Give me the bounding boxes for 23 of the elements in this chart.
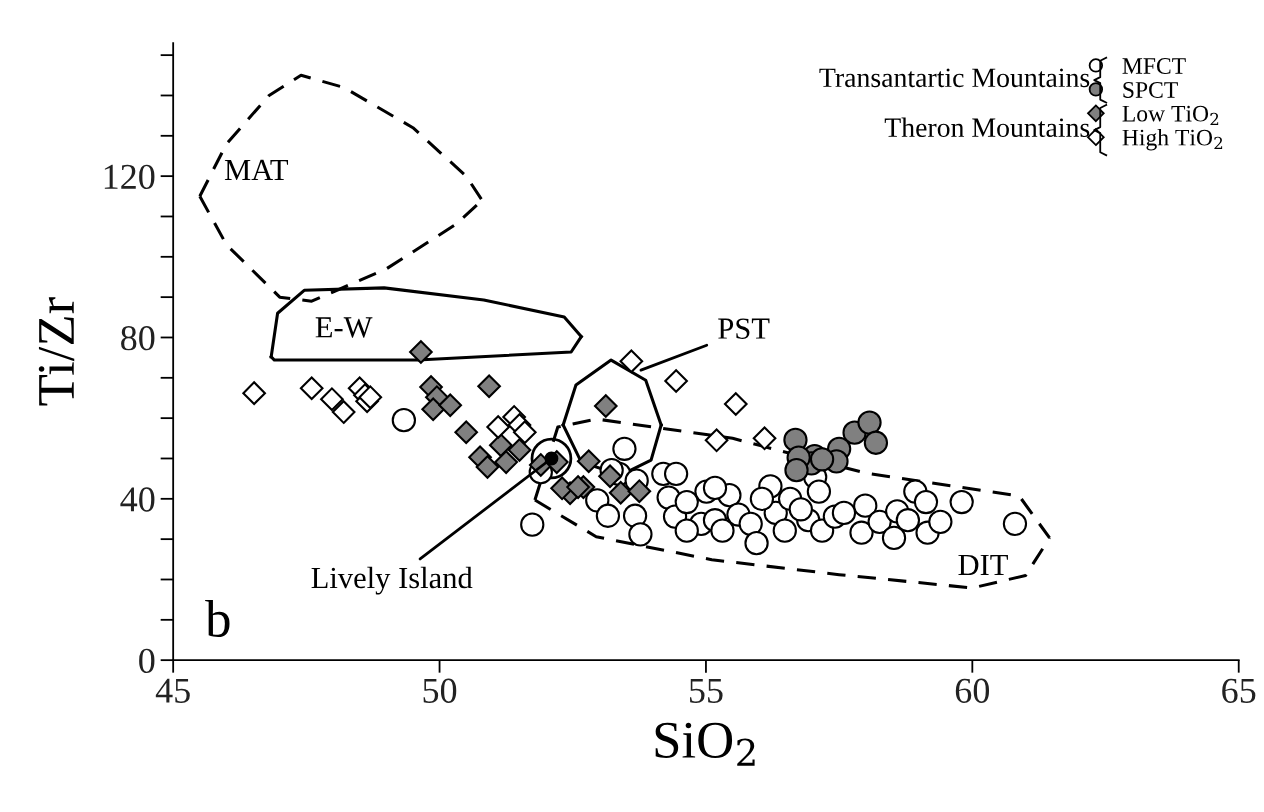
annotation: E-W xyxy=(315,317,373,338)
annotation: PST xyxy=(718,318,770,339)
annotation: DIT xyxy=(958,554,1008,575)
x-tick-label: 60 xyxy=(955,678,990,703)
y-tick-label: 40 xyxy=(120,487,155,512)
annotation: b xyxy=(205,599,230,638)
annotation: Theron Mountains xyxy=(884,117,1090,138)
annotation: Transantartic Mountains xyxy=(819,68,1090,88)
x-axis-title: SiO$_{2}$ xyxy=(655,722,755,766)
x-tick-label: 55 xyxy=(689,678,723,703)
y-tick-label: 120 xyxy=(104,164,155,190)
legend-label: SPCT xyxy=(1123,82,1178,98)
y-axis-title: Ti/Zr xyxy=(38,297,75,406)
legend-label: MFCT xyxy=(1122,58,1186,74)
legend-label: High TiO$_{2}$ xyxy=(1122,128,1223,151)
x-tick-label: 45 xyxy=(155,678,190,703)
annotation: MAT xyxy=(224,159,289,180)
legend-label: Low TiO$_{2}$ xyxy=(1122,105,1219,126)
y-tick-label: 80 xyxy=(121,325,155,351)
y-tick-label: 0 xyxy=(139,648,155,674)
annotation: Lively Island xyxy=(311,566,473,595)
x-tick-label: 65 xyxy=(1222,678,1256,703)
x-tick-label: 50 xyxy=(423,678,457,703)
